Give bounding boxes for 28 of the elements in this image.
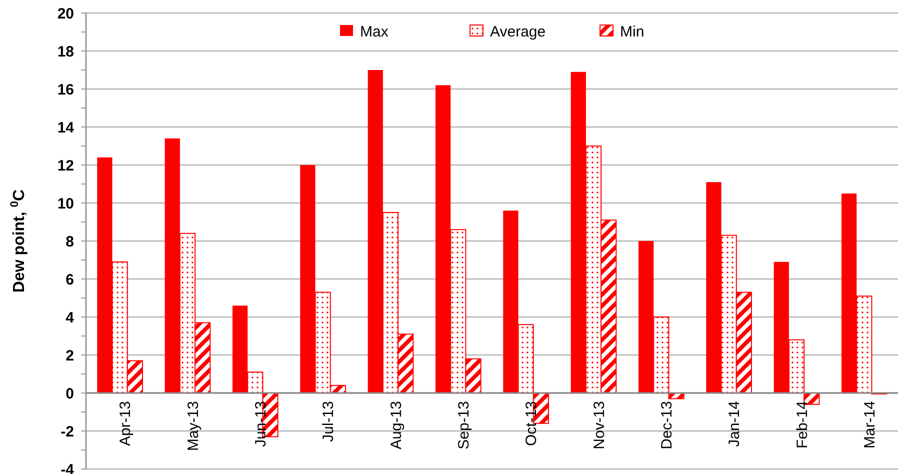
y-tick-label: 2 <box>66 347 74 364</box>
y-tick-label: -4 <box>60 461 75 474</box>
x-tick-label: May-13 <box>184 401 202 452</box>
x-tick-label: Aug-13 <box>388 401 405 450</box>
y-tick-label: 12 <box>57 157 74 174</box>
x-tick-label: Dec-13 <box>658 401 676 450</box>
y-tick-label: 4 <box>66 309 75 326</box>
legend-label: Max <box>360 23 389 40</box>
x-tick-label: Feb-14 <box>794 401 811 449</box>
y-tick-label: 20 <box>57 5 74 22</box>
y-tick-label: 16 <box>57 81 74 98</box>
y-tick-label: 14 <box>57 119 75 136</box>
x-tick-label: Jun-13 <box>252 401 270 447</box>
legend-label: Average <box>490 23 546 40</box>
y-tick-label: -2 <box>60 423 74 440</box>
y-tick-label: 18 <box>57 43 74 60</box>
x-tick-label: Jul-13 <box>320 401 338 442</box>
y-tick-label: 6 <box>66 271 74 288</box>
y-tick-label: 0 <box>66 385 74 402</box>
x-tick-label: Mar-14 <box>861 401 878 449</box>
legend-label: Min <box>620 23 644 40</box>
y-tick-label: 8 <box>66 233 74 250</box>
x-tick-label: Jan-14 <box>726 401 744 447</box>
y-tick-label: 10 <box>57 195 74 212</box>
x-tick-label: Oct-13 <box>523 401 540 446</box>
x-tick-label: Nov-13 <box>590 401 608 450</box>
x-tick-label: Sep-13 <box>455 401 472 450</box>
x-tick-label: Apr-13 <box>117 401 134 446</box>
